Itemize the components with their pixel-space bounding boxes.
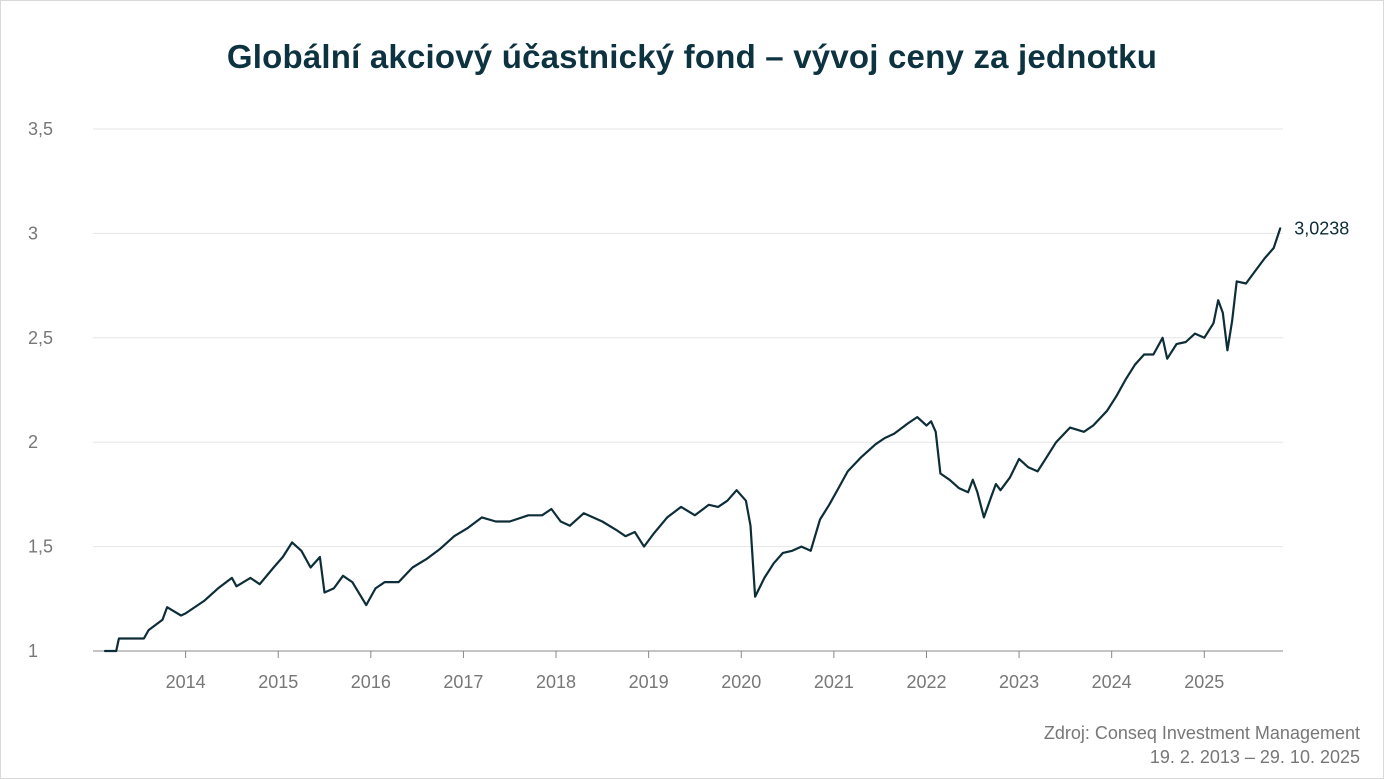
x-tick-label: 2024 — [1092, 672, 1132, 692]
x-tick-label: 2014 — [166, 672, 206, 692]
x-tick-label: 2020 — [721, 672, 761, 692]
x-tick-label: 2018 — [536, 672, 576, 692]
x-tick-label: 2017 — [443, 672, 483, 692]
x-tick-label: 2022 — [906, 672, 946, 692]
x-tick-label: 2021 — [814, 672, 854, 692]
date-range: 19. 2. 2013 – 29. 10. 2025 — [1149, 747, 1360, 767]
source-note: Zdroj: Conseq Investment Management 19. … — [1044, 721, 1360, 769]
y-tick-label: 2 — [28, 432, 38, 452]
x-tick-label: 2025 — [1184, 672, 1224, 692]
x-tick-label: 2016 — [351, 672, 391, 692]
y-tick-label: 3 — [28, 223, 38, 243]
y-tick-label: 1,5 — [28, 537, 53, 557]
y-tick-label: 3,5 — [28, 119, 53, 139]
price-line — [103, 227, 1282, 653]
chart-title: Globální akciový účastnický fond – vývoj… — [226, 38, 1158, 75]
y-tick-label: 2,5 — [28, 328, 53, 348]
y-tick-label: 1 — [28, 641, 38, 661]
end-value-label: 3,0238 — [1294, 218, 1349, 238]
x-tick-label: 2019 — [629, 672, 669, 692]
x-tick-label: 2023 — [999, 672, 1039, 692]
x-tick-label: 2015 — [258, 672, 298, 692]
source-line: Zdroj: Conseq Investment Management — [1043, 723, 1360, 743]
